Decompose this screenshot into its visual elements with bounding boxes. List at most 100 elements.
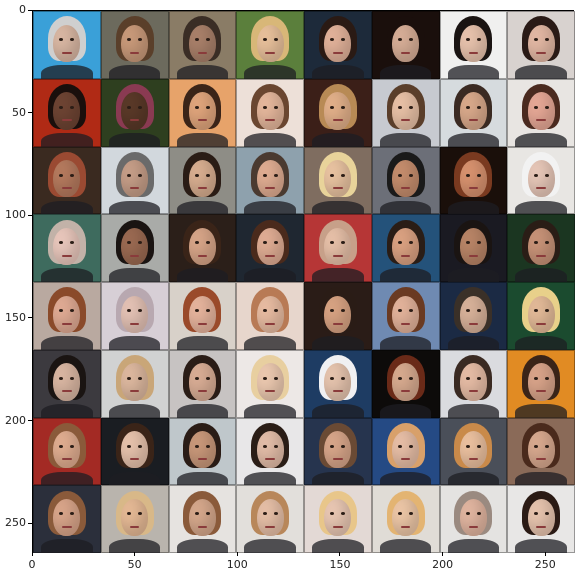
mouth xyxy=(536,51,546,54)
x-tick-label: 50 xyxy=(127,558,142,571)
shoulders xyxy=(447,132,500,147)
y-tick-label: 150 xyxy=(5,310,26,324)
face-tile xyxy=(33,146,101,215)
face xyxy=(324,92,352,130)
mouth xyxy=(400,51,411,54)
face xyxy=(256,363,284,401)
face xyxy=(53,363,81,401)
eye xyxy=(330,241,335,245)
shoulders xyxy=(515,403,567,418)
shoulders xyxy=(447,471,500,486)
eye xyxy=(273,105,278,109)
face xyxy=(188,363,216,401)
eye xyxy=(70,38,75,42)
shoulders xyxy=(515,336,567,350)
eye xyxy=(262,241,267,245)
shoulders xyxy=(447,268,500,282)
shoulders xyxy=(244,403,296,418)
eye xyxy=(273,241,278,245)
face xyxy=(53,24,81,62)
eye xyxy=(262,309,267,313)
eye xyxy=(194,173,199,177)
shoulders xyxy=(176,200,229,215)
shoulders xyxy=(108,539,161,553)
mouth xyxy=(400,119,411,122)
eye xyxy=(205,173,210,177)
eye xyxy=(341,241,346,245)
mouth xyxy=(333,254,343,257)
eye xyxy=(127,512,132,516)
shoulders xyxy=(447,336,500,350)
face-tile xyxy=(168,78,237,147)
eye xyxy=(544,241,549,245)
eye xyxy=(59,376,64,380)
mouth xyxy=(62,254,72,257)
eye xyxy=(476,38,481,42)
shoulders xyxy=(176,471,229,486)
mouth xyxy=(400,390,411,393)
face-tile xyxy=(507,78,575,147)
shoulders xyxy=(515,471,567,486)
eye xyxy=(533,241,538,245)
eye xyxy=(533,38,538,42)
face-tile xyxy=(304,417,372,486)
eye xyxy=(398,444,403,448)
eye xyxy=(205,512,210,516)
eye xyxy=(533,376,538,380)
eye xyxy=(262,376,267,380)
x-tick-mark xyxy=(442,552,444,556)
eye xyxy=(409,173,413,177)
face-tile xyxy=(168,11,237,79)
eye xyxy=(59,444,64,448)
face xyxy=(256,295,284,333)
mouth xyxy=(333,119,343,122)
face xyxy=(53,227,81,266)
mouth xyxy=(536,254,546,257)
mouth xyxy=(468,322,479,325)
face xyxy=(121,498,149,537)
face xyxy=(121,295,149,333)
mouth xyxy=(197,254,208,257)
face-tile xyxy=(439,417,508,486)
eye xyxy=(341,512,346,516)
face-tile xyxy=(236,78,304,147)
mouth xyxy=(333,322,343,325)
eye xyxy=(262,444,267,448)
eye xyxy=(138,241,142,245)
eye xyxy=(476,444,481,448)
face-tile xyxy=(371,282,440,350)
face xyxy=(121,431,149,469)
shoulders xyxy=(379,200,432,215)
mouth xyxy=(333,187,343,190)
eye xyxy=(465,105,470,109)
face xyxy=(53,92,81,130)
eye xyxy=(465,38,470,42)
x-tick-mark xyxy=(544,552,546,556)
mouth xyxy=(129,525,140,528)
x-tick-label: 150 xyxy=(329,558,351,571)
eye xyxy=(341,309,346,313)
face-tile xyxy=(168,214,237,282)
mouth xyxy=(468,458,479,461)
mouth xyxy=(129,322,140,325)
face-tile xyxy=(371,417,440,486)
eye xyxy=(138,444,142,448)
face-tile xyxy=(168,485,237,553)
face-tile xyxy=(236,417,304,486)
shoulders xyxy=(447,200,500,215)
shoulders xyxy=(312,200,364,215)
eye xyxy=(544,105,549,109)
eye xyxy=(476,376,481,380)
shoulders xyxy=(244,132,296,147)
shoulders xyxy=(515,268,567,282)
face xyxy=(459,431,487,469)
face-tile xyxy=(439,214,508,282)
shoulders xyxy=(447,403,500,418)
eye xyxy=(205,241,210,245)
shoulders xyxy=(41,65,93,79)
mouth xyxy=(536,119,546,122)
eye xyxy=(476,309,481,313)
face xyxy=(324,24,352,62)
face-tile xyxy=(439,11,508,79)
